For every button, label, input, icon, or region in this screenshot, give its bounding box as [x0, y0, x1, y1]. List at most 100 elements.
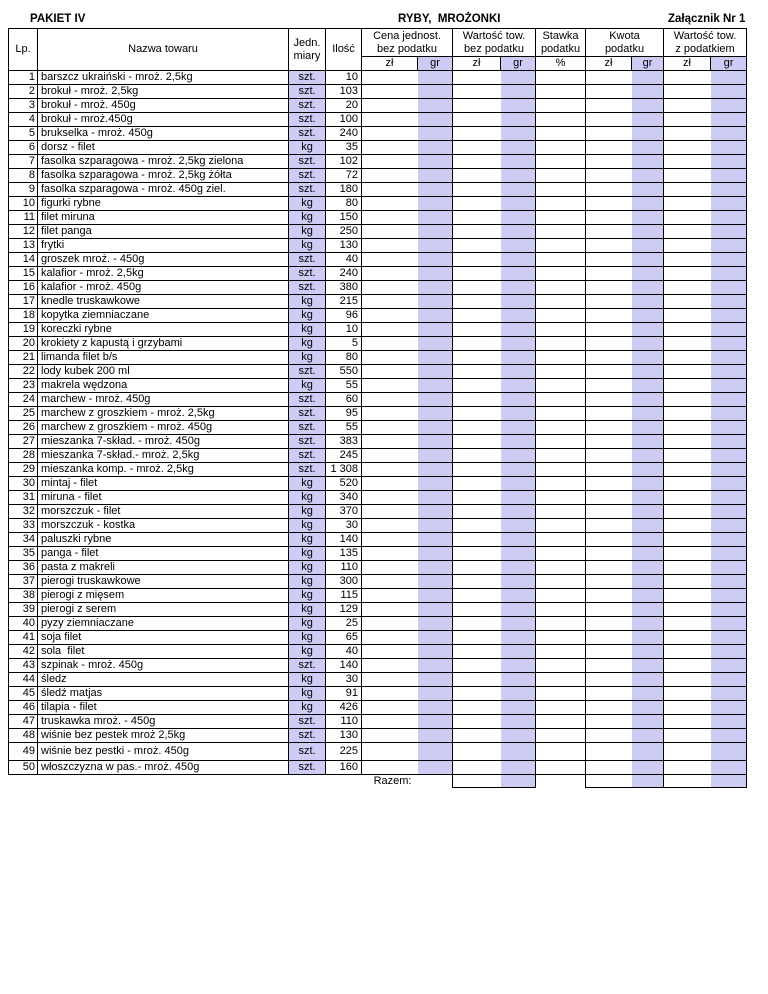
row-wartosc-z-gr — [710, 742, 748, 761]
row-name: mintaj - filet — [37, 476, 289, 491]
row-wartosc-bez-gr — [500, 532, 537, 547]
row-wartosc-bez-zl — [452, 182, 501, 197]
row-lp: 44 — [8, 672, 38, 687]
row-stawka — [535, 700, 587, 715]
row-wartosc-z-gr — [710, 294, 748, 309]
row-stawka — [535, 742, 587, 761]
row-name: marchew z groszkiem - mroż. 2,5kg — [37, 406, 289, 421]
row-cena-zl — [361, 560, 418, 575]
row-stawka — [535, 336, 587, 351]
row-unit: szt. — [288, 420, 326, 435]
row-kwota-zl — [585, 378, 632, 393]
row-lp: 1 — [8, 70, 38, 85]
row-lp: 48 — [8, 728, 38, 743]
row-stawka — [535, 420, 587, 435]
row-wartosc-z-zl — [663, 759, 711, 775]
row-name: panga - filet — [37, 546, 289, 561]
category-title: RYBY, MROŻONKI — [398, 13, 501, 25]
row-unit: kg — [288, 308, 326, 323]
row-wartosc-bez-gr — [500, 224, 537, 239]
row-qty: 40 — [325, 644, 362, 659]
row-name: pyzy ziemniaczane — [37, 616, 289, 631]
row-kwota-zl — [585, 462, 632, 477]
row-lp: 23 — [8, 378, 38, 393]
row-lp: 4 — [8, 112, 38, 127]
table-row: 3 brokuł - mroż. 450g szt. 20 — [8, 98, 748, 113]
row-cena-gr — [417, 700, 454, 715]
row-wartosc-bez-zl — [452, 574, 501, 589]
table-row: 50 włoszczyzna w pas.- mroż. 450g szt. 1… — [8, 759, 748, 775]
row-cena-gr — [417, 742, 454, 761]
row-wartosc-bez-zl — [452, 294, 501, 309]
row-wartosc-z-zl — [663, 392, 711, 407]
subheader-gr: gr — [710, 56, 748, 71]
header-row-main: Lp. Nazwa towaru Jedn. miary Ilość Cena … — [8, 28, 748, 71]
table-body: 1 barszcz ukraiński - mroż. 2,5kg szt. 1… — [8, 70, 748, 775]
row-kwota-gr — [631, 182, 665, 197]
row-kwota-zl — [585, 476, 632, 491]
row-cena-zl — [361, 126, 418, 141]
row-stawka — [535, 98, 587, 113]
row-wartosc-bez-gr — [500, 280, 537, 295]
row-wartosc-bez-zl — [452, 112, 501, 127]
table-row: 23 makrela wędzona kg 55 — [8, 378, 748, 393]
row-wartosc-bez-zl — [452, 434, 501, 449]
row-kwota-zl — [585, 434, 632, 449]
row-name: pasta z makreli — [37, 560, 289, 575]
row-kwota-gr — [631, 700, 665, 715]
row-cena-zl — [361, 196, 418, 211]
row-kwota-zl — [585, 672, 632, 687]
row-qty: 180 — [325, 182, 362, 197]
attachment-title: Załącznik Nr 1 — [668, 13, 746, 25]
row-wartosc-z-zl — [663, 742, 711, 761]
row-unit: szt. — [288, 84, 326, 99]
row-cena-gr — [417, 224, 454, 239]
table-row: 41 soja filet kg 65 — [8, 630, 748, 645]
row-cena-gr — [417, 112, 454, 127]
row-wartosc-bez-zl — [452, 168, 501, 183]
header-line: z podatkiem — [675, 42, 735, 55]
table-row: 36 pasta z makreli kg 110 — [8, 560, 748, 575]
row-stawka — [535, 84, 587, 99]
col-header-lp: Lp. — [8, 28, 38, 71]
row-kwota-zl — [585, 364, 632, 379]
row-wartosc-z-zl — [663, 504, 711, 519]
row-cena-zl — [361, 602, 418, 617]
row-lp: 25 — [8, 406, 38, 421]
row-wartosc-z-zl — [663, 98, 711, 113]
razem-kwota-gr — [631, 773, 665, 788]
row-wartosc-z-gr — [710, 210, 748, 225]
table-row: 21 limanda filet b/s kg 80 — [8, 350, 748, 365]
row-cena-zl — [361, 532, 418, 547]
row-wartosc-bez-gr — [500, 168, 537, 183]
row-unit: kg — [288, 210, 326, 225]
row-kwota-zl — [585, 658, 632, 673]
row-name: kopytka ziemniaczane — [37, 308, 289, 323]
table-row: 29 mieszanka komp. - mroż. 2,5kg szt. 1 … — [8, 462, 748, 477]
row-kwota-zl — [585, 759, 632, 775]
col-header-unit: Jedn. miary — [288, 28, 326, 71]
row-wartosc-bez-zl — [452, 504, 501, 519]
row-kwota-zl — [585, 266, 632, 281]
row-kwota-zl — [585, 560, 632, 575]
razem-spacer — [418, 774, 453, 788]
row-name: barszcz ukraiński - mroż. 2,5kg — [37, 70, 289, 85]
row-kwota-zl — [585, 308, 632, 323]
row-qty: 129 — [325, 602, 362, 617]
row-stawka — [535, 504, 587, 519]
row-wartosc-z-gr — [710, 182, 748, 197]
row-wartosc-z-gr — [710, 308, 748, 323]
subheader-percent: % — [535, 56, 587, 71]
row-unit: szt. — [288, 448, 326, 463]
col-header-cena-jednost: Cena jednost. bez podatku — [360, 28, 454, 57]
row-wartosc-z-gr — [710, 476, 748, 491]
row-cena-gr — [417, 588, 454, 603]
row-kwota-gr — [631, 434, 665, 449]
row-kwota-gr — [631, 98, 665, 113]
row-wartosc-z-gr — [710, 448, 748, 463]
row-wartosc-bez-zl — [452, 252, 501, 267]
row-wartosc-bez-zl — [452, 644, 501, 659]
row-wartosc-bez-zl — [452, 266, 501, 281]
row-kwota-gr — [631, 350, 665, 365]
row-cena-gr — [417, 602, 454, 617]
